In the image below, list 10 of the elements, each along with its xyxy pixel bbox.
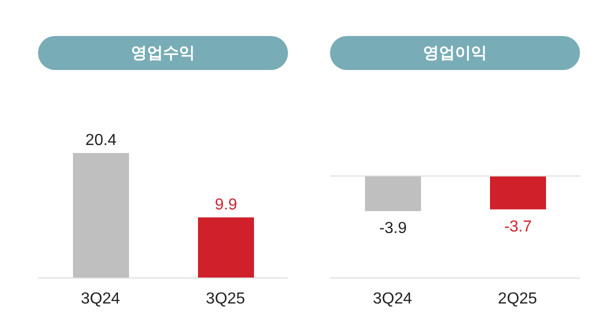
data-label: -3.7	[504, 218, 532, 236]
x-tick-label: 2Q25	[498, 290, 538, 308]
x-tick-label: 3Q24	[80, 290, 120, 308]
data-label: -3.9	[379, 220, 407, 238]
chart-title: 영업수익	[38, 36, 288, 70]
chart-title: 영업이익	[330, 36, 580, 70]
x-tick-label: 3Q25	[206, 290, 246, 308]
data-label: 20.4	[85, 132, 117, 149]
x-tick-label: 3Q24	[372, 290, 412, 308]
data-label: 9.9	[214, 196, 238, 214]
